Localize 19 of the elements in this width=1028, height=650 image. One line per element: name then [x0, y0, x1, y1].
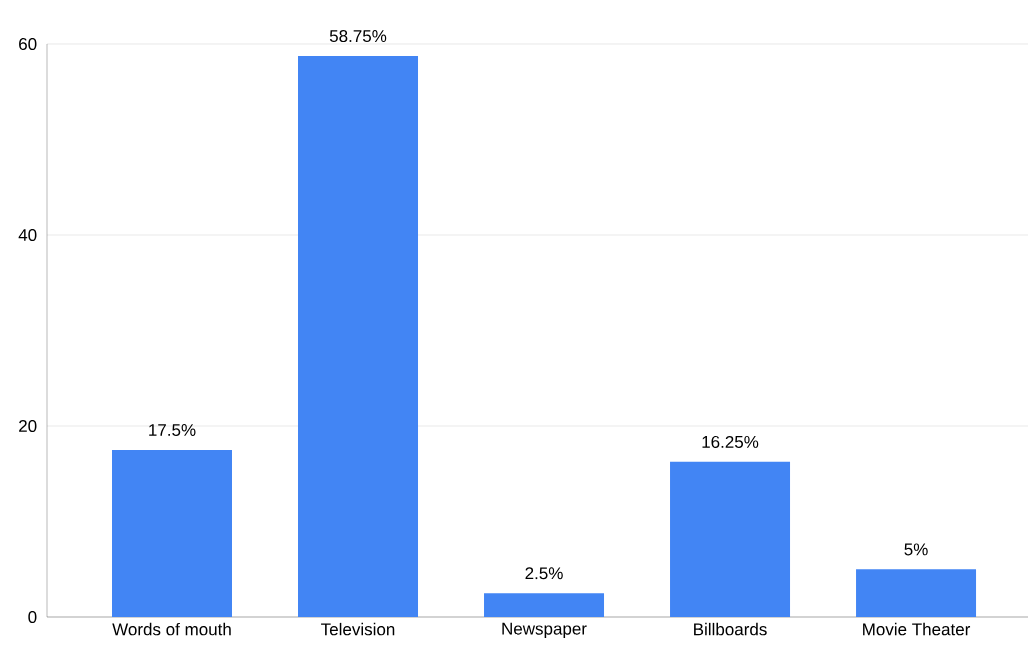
bar: [484, 593, 605, 617]
bar: [298, 55, 419, 617]
x-tick-label: Words of mouth: [112, 622, 231, 636]
y-tick-label: 0: [28, 610, 37, 624]
bar: [670, 461, 791, 617]
bar: [856, 569, 977, 617]
data-label: 5%: [904, 543, 928, 556]
x-tick-label: Movie Theater: [863, 622, 971, 636]
bar: [112, 449, 232, 617]
data-label: 2.5%: [525, 567, 563, 580]
data-label: 58.75%: [329, 30, 387, 43]
x-tick-label: Billboards: [694, 622, 767, 636]
y-tick-label: 40: [18, 228, 37, 242]
x-tick-label: Television: [321, 622, 395, 636]
x-tick-label: Newspaper: [502, 622, 587, 639]
y-tick-label: 20: [19, 419, 37, 433]
y-tick-label: 60: [19, 37, 37, 51]
data-label: 16.25%: [702, 435, 759, 448]
data-label: 17.5%: [149, 424, 196, 437]
